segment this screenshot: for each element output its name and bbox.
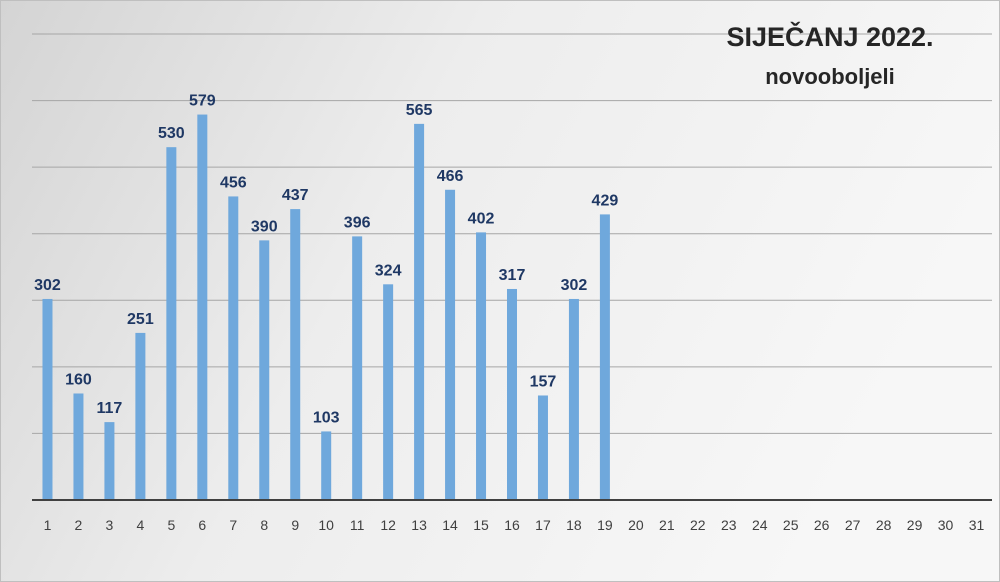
bar-value-label: 302 bbox=[561, 277, 588, 294]
x-tick-label: 16 bbox=[504, 517, 520, 533]
x-tick-label: 25 bbox=[783, 517, 799, 533]
x-tick-label: 15 bbox=[473, 517, 489, 533]
x-tick-label: 3 bbox=[106, 517, 114, 533]
x-tick-label: 22 bbox=[690, 517, 706, 533]
bar bbox=[599, 214, 610, 500]
bar-value-label: 302 bbox=[34, 277, 61, 294]
bar-value-label: 402 bbox=[468, 210, 495, 227]
bar-value-label: 437 bbox=[282, 187, 309, 204]
x-tick-label: 26 bbox=[814, 517, 830, 533]
bar-value-label: 530 bbox=[158, 125, 185, 142]
bar-value-label: 396 bbox=[344, 214, 371, 231]
x-tick-label: 4 bbox=[136, 517, 144, 533]
x-tick-label: 13 bbox=[411, 517, 427, 533]
x-tick-label: 12 bbox=[380, 517, 396, 533]
x-tick-label: 1 bbox=[44, 517, 52, 533]
bar bbox=[537, 395, 548, 500]
bar-value-label: 117 bbox=[97, 400, 123, 417]
x-tick-label: 24 bbox=[752, 517, 768, 533]
x-tick-label: 8 bbox=[260, 517, 268, 533]
x-tick-labels-group: 1 2 3 4 5 6 7 8 9 10 11 12 13 14 15 16 17 18 19 20 21 22 23 24 2… bbox=[44, 517, 985, 533]
x-tick-label: 31 bbox=[969, 517, 985, 533]
bar bbox=[507, 288, 517, 500]
x-tick-label: 27 bbox=[845, 517, 861, 533]
gridlines bbox=[32, 33, 992, 434]
x-tick-label: 7 bbox=[229, 517, 237, 533]
bar-value-label: 157 bbox=[530, 373, 557, 390]
x-tick-label: 6 bbox=[198, 517, 206, 533]
x-tick-label: 19 bbox=[597, 517, 613, 533]
x-tick-label: 21 bbox=[659, 517, 675, 533]
bar-value-label: 429 bbox=[592, 192, 619, 209]
bar bbox=[445, 189, 456, 500]
bar-value-label: 390 bbox=[251, 218, 278, 235]
x-tick-label: 2 bbox=[75, 517, 83, 533]
bars-group bbox=[42, 114, 610, 501]
bar-value-label: 324 bbox=[375, 262, 402, 279]
bar-value-label: 579 bbox=[189, 93, 216, 110]
bar bbox=[476, 232, 487, 500]
bar-value-label: 317 bbox=[499, 267, 526, 284]
chart-title: SIJEČANJ 2022. bbox=[726, 21, 933, 52]
bar-value-label: 251 bbox=[127, 311, 154, 328]
bar bbox=[414, 123, 425, 500]
bar-value-label: 565 bbox=[406, 102, 433, 119]
x-tick-label: 29 bbox=[907, 517, 923, 533]
x-tick-label: 14 bbox=[442, 517, 458, 533]
bar bbox=[321, 431, 332, 500]
bar-value-label: 160 bbox=[65, 371, 92, 388]
x-tick-label: 30 bbox=[938, 517, 954, 533]
bar bbox=[197, 114, 208, 501]
bar bbox=[383, 284, 394, 500]
x-tick-label: 17 bbox=[535, 517, 551, 533]
x-tick-label: 11 bbox=[350, 517, 365, 533]
bar-value-label: 456 bbox=[220, 174, 247, 191]
x-tick-label: 18 bbox=[566, 517, 582, 533]
x-tick-label: 20 bbox=[628, 517, 644, 533]
bar bbox=[73, 393, 84, 500]
bar-value-label: 466 bbox=[437, 168, 464, 185]
bar bbox=[568, 298, 579, 500]
chart-subtitle: novooboljeli bbox=[765, 64, 895, 89]
bar-value-label: 103 bbox=[313, 409, 340, 426]
bar bbox=[228, 196, 239, 501]
bar bbox=[352, 236, 363, 500]
x-tick-label: 9 bbox=[291, 517, 299, 533]
x-tick-label: 28 bbox=[876, 517, 892, 533]
bar bbox=[104, 422, 115, 500]
x-tick-label: 5 bbox=[167, 517, 175, 533]
x-tick-label: 23 bbox=[721, 517, 737, 533]
bar bbox=[290, 209, 301, 500]
bar bbox=[166, 147, 177, 500]
x-tick-label: 10 bbox=[318, 517, 334, 533]
bar bbox=[259, 240, 270, 500]
bar bbox=[42, 298, 53, 500]
bar bbox=[135, 332, 146, 500]
